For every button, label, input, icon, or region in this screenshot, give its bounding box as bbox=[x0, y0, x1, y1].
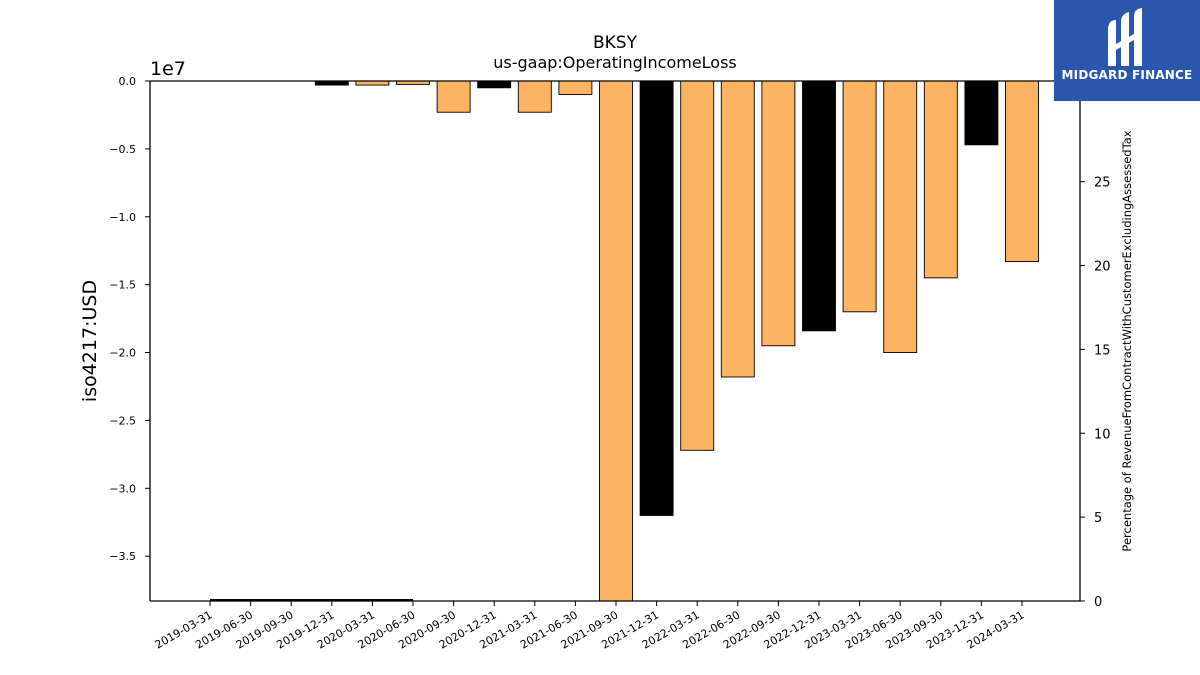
bar-2022-12-31 bbox=[802, 80, 836, 332]
bar-2021-03-31 bbox=[517, 80, 552, 113]
bar-2021-06-30 bbox=[558, 80, 593, 96]
logo-text: MIDGARD FINANCE bbox=[1061, 68, 1193, 82]
bar-2022-06-30 bbox=[720, 80, 755, 378]
bar-2022-03-31 bbox=[680, 80, 715, 451]
y2-tick-label: 20 bbox=[1094, 260, 1111, 275]
midgard-mark-icon bbox=[1108, 8, 1142, 66]
midgard-finance-logo: MIDGARD FINANCE bbox=[1054, 0, 1200, 101]
bar-series bbox=[314, 80, 1039, 602]
bar-2024-03-31 bbox=[1005, 80, 1039, 263]
bar-2021-12-31 bbox=[639, 80, 674, 516]
bar-2023-12-31 bbox=[964, 80, 999, 146]
y2-tick-label: 25 bbox=[1094, 176, 1111, 191]
y-tick-label: 0.0 bbox=[119, 75, 137, 88]
chart-title: BKSY bbox=[593, 33, 638, 53]
y2-tick-label: 5 bbox=[1094, 511, 1102, 526]
y-tick-label: −1.5 bbox=[109, 279, 136, 292]
bar-2023-03-31 bbox=[842, 80, 877, 313]
y-tick-label: −1.0 bbox=[109, 211, 136, 224]
bar-2023-09-30 bbox=[923, 80, 958, 279]
bar-2020-09-30 bbox=[436, 80, 471, 113]
y-offset-label: 1e7 bbox=[150, 58, 186, 80]
axes-frame bbox=[149, 80, 1081, 602]
bar-2021-09-30 bbox=[599, 80, 633, 602]
bar-2023-06-30 bbox=[883, 80, 918, 353]
y-axis-label: iso4217:USD bbox=[79, 280, 101, 402]
y-axis-ticks: 0.0 −0.5 −1.0 −1.5 −2.0 −2.5 −3.0 −3.5 bbox=[109, 75, 150, 563]
x-axis-ticks: 2019-03-312019-06-302019-09-302019-12-31… bbox=[153, 601, 1027, 652]
y-tick-label: −2.0 bbox=[109, 347, 136, 360]
y2-axis-label: Percentage of RevenueFromContractWithCus… bbox=[1120, 130, 1134, 551]
y-tick-label: −3.5 bbox=[109, 550, 136, 563]
y2-axis-ticks: 0 5 10 15 20 25 bbox=[1080, 176, 1111, 610]
y2-tick-label: 0 bbox=[1094, 595, 1102, 610]
y-tick-label: −3.0 bbox=[109, 482, 136, 495]
bar-2020-12-31 bbox=[477, 80, 512, 89]
y-tick-label: −2.5 bbox=[109, 414, 136, 427]
chart-subtitle: us-gaap:OperatingIncomeLoss bbox=[493, 53, 737, 72]
bar-2022-09-30 bbox=[761, 80, 796, 347]
y2-tick-label: 10 bbox=[1094, 427, 1111, 442]
y-tick-label: −0.5 bbox=[109, 143, 136, 156]
y2-tick-label: 15 bbox=[1094, 343, 1111, 358]
